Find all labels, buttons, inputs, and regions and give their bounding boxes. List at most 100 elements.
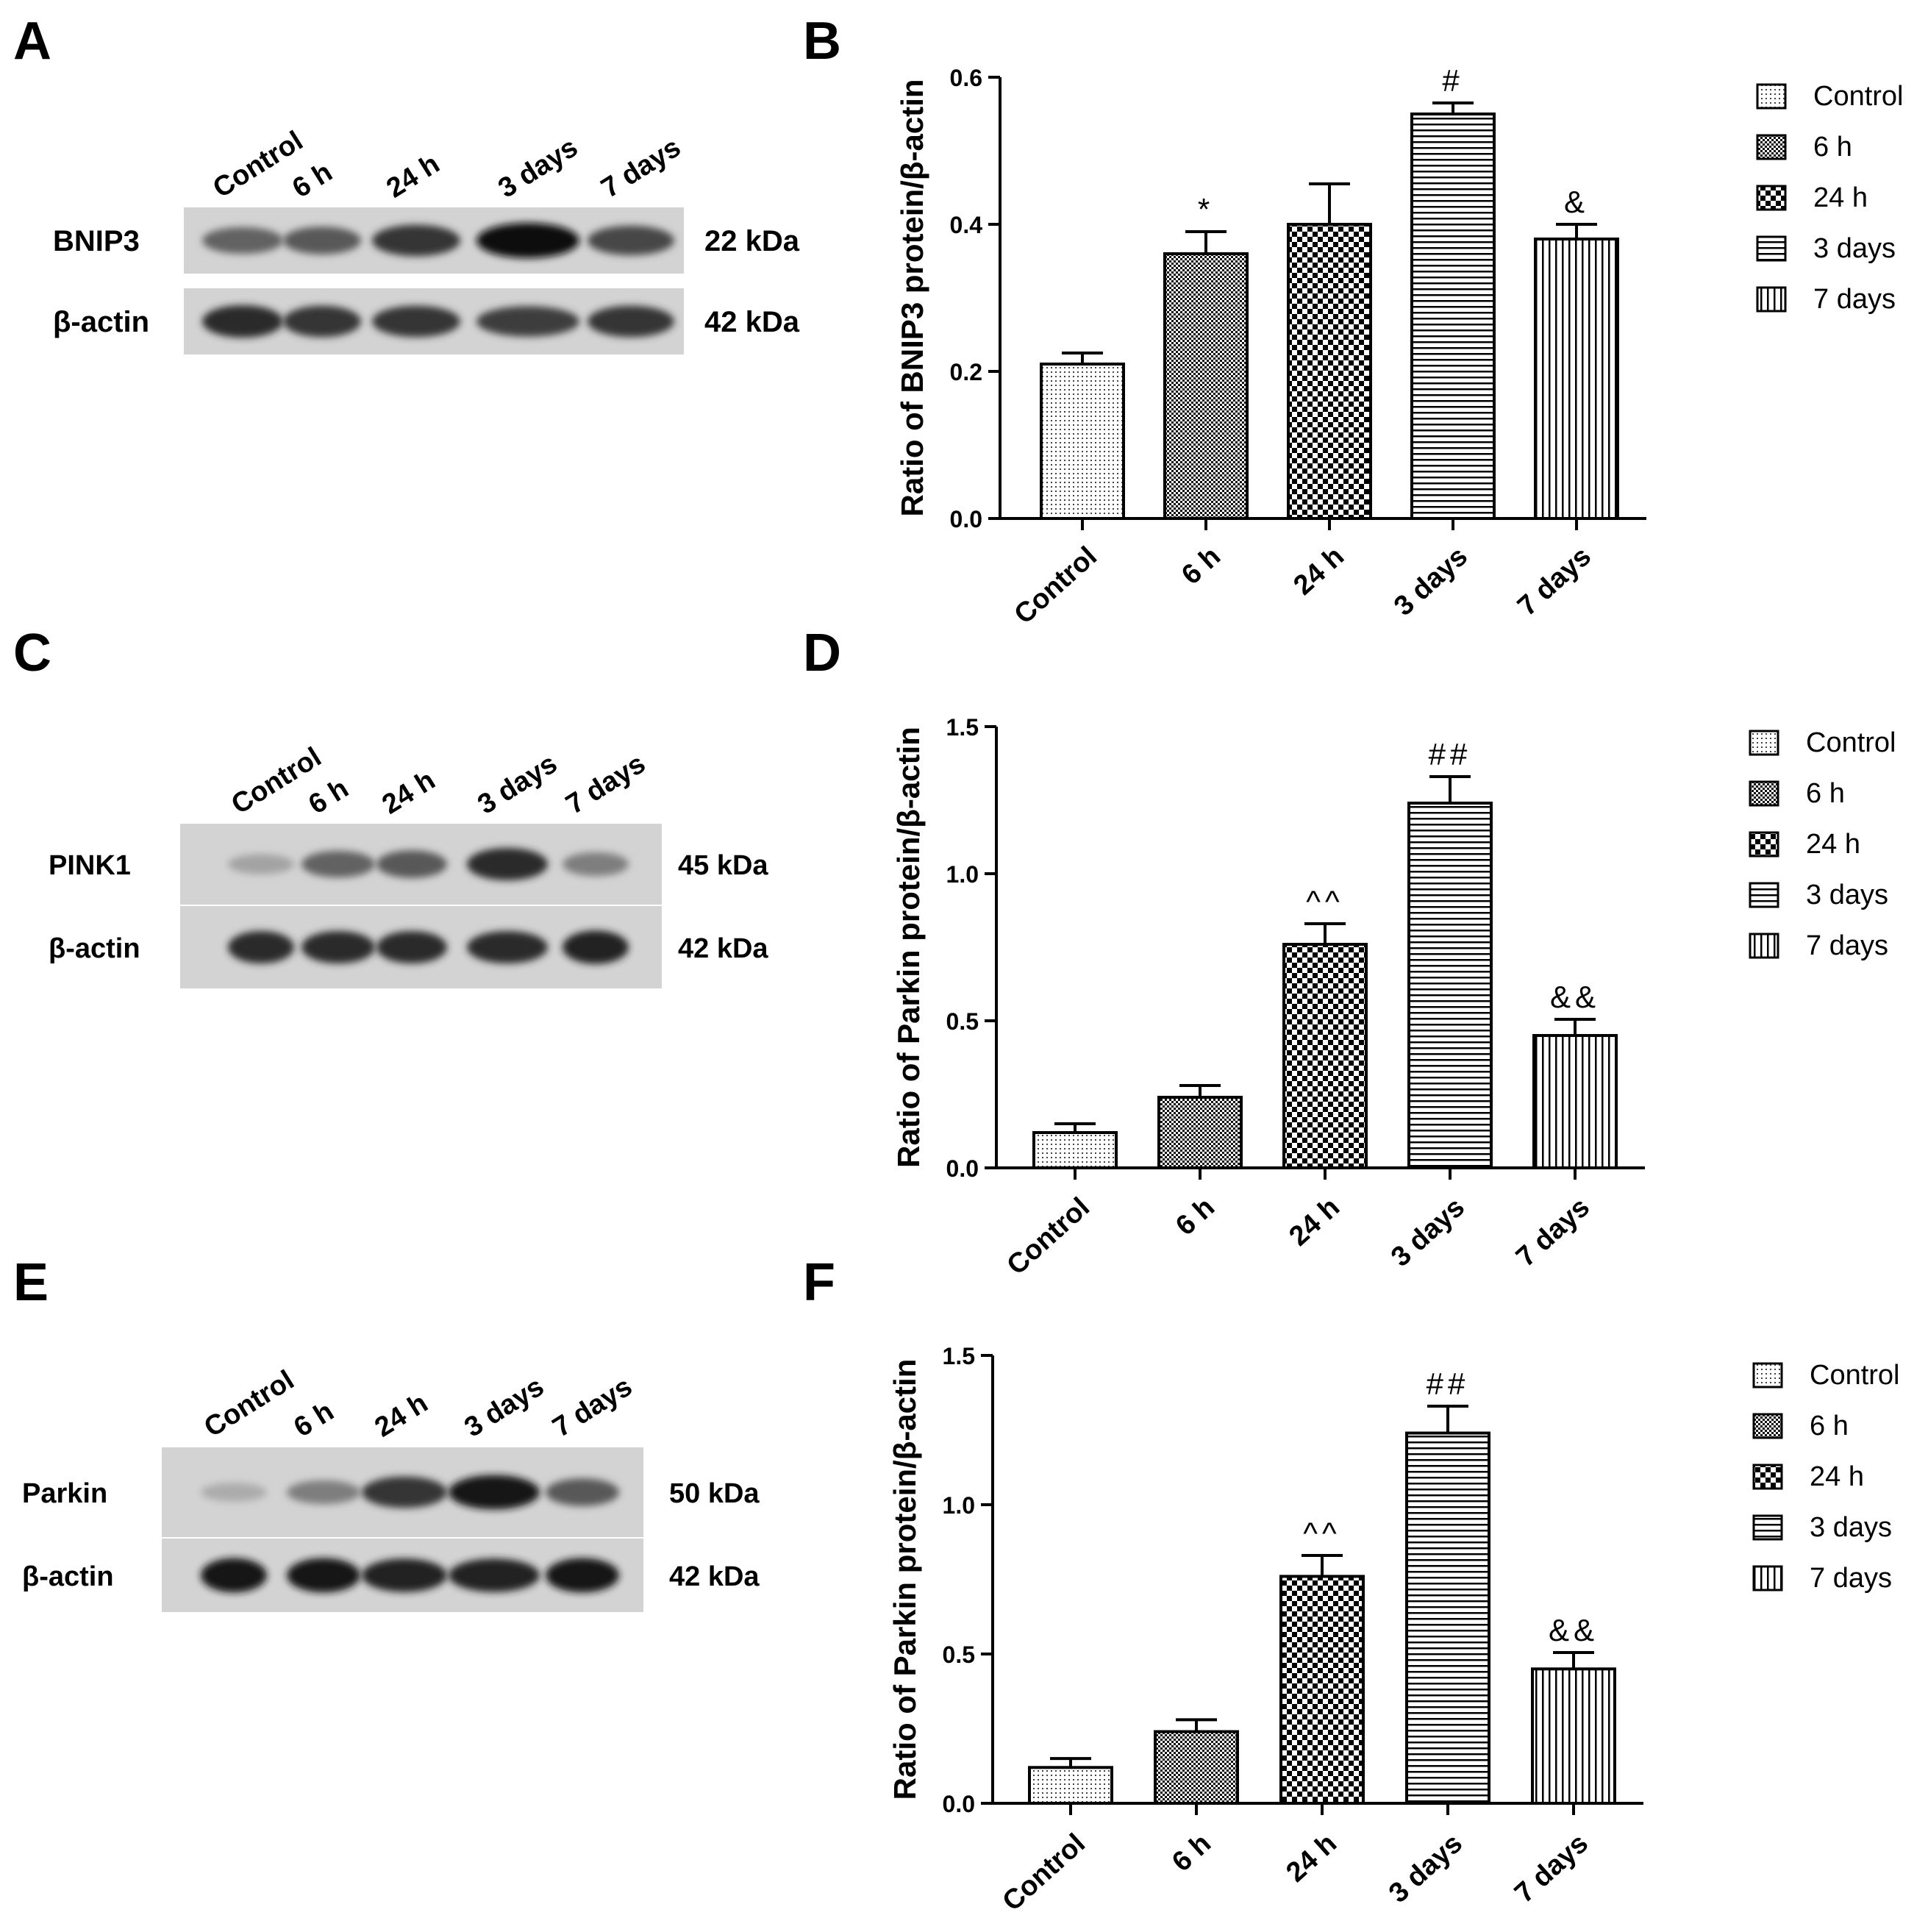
legend-label: 24 h <box>1806 829 1860 860</box>
y-tick-label: 0.0 <box>943 1791 975 1817</box>
blot-lane-label: 7 days <box>561 748 651 820</box>
bar <box>1287 223 1372 520</box>
blot-row-label: PINK1 <box>49 850 131 881</box>
blot-band <box>376 850 447 878</box>
significance-mark: ## <box>1429 737 1472 771</box>
blot-lane-label: 6 h <box>288 157 338 204</box>
significance-mark: ^^ <box>1303 1516 1340 1550</box>
legend-label: 24 h <box>1810 1461 1864 1492</box>
x-tick-label: Control <box>1009 541 1103 630</box>
bar <box>1154 1730 1239 1806</box>
significance-mark: ## <box>1427 1366 1470 1401</box>
blot-band <box>588 225 674 256</box>
legend-swatch <box>1756 286 1787 313</box>
legend-swatch <box>1749 730 1779 756</box>
y-axis-label: Ratio of Parkin protein/β-actin <box>891 727 926 1168</box>
blot-row-label: β-actin <box>53 306 149 338</box>
y-tick-label: 0.6 <box>950 65 982 91</box>
blot-lane-label: 24 h <box>370 1388 434 1444</box>
blot-band <box>546 1558 619 1593</box>
legend-label: 24 h <box>1813 182 1868 213</box>
blot-band <box>476 306 579 337</box>
blot-row-label: BNIP3 <box>53 225 140 257</box>
legend-label: 7 days <box>1810 1563 1892 1594</box>
legend-label: 7 days <box>1813 284 1896 315</box>
x-tick-label: 7 days <box>1510 1191 1596 1272</box>
blot-band <box>476 223 579 258</box>
bar <box>1532 1034 1618 1169</box>
x-tick-label: Control <box>1002 1191 1096 1281</box>
bar <box>1282 943 1368 1169</box>
legend-swatch <box>1749 831 1779 858</box>
x-tick-label: Control <box>997 1828 1091 1917</box>
blot-lane-label: 7 days <box>548 1371 638 1443</box>
blot-band <box>228 854 294 874</box>
bar <box>1040 363 1125 520</box>
blot-band <box>467 847 548 881</box>
blot-band <box>449 1558 540 1592</box>
legend-label: 3 days <box>1810 1512 1892 1543</box>
panel-letter-b: B <box>803 12 841 71</box>
x-tick-label: 3 days <box>1385 1191 1471 1272</box>
blot-band <box>201 1558 267 1593</box>
panel-letter-f: F <box>803 1253 835 1312</box>
y-tick-label: 1.5 <box>943 1343 975 1369</box>
bar <box>1407 802 1493 1169</box>
significance-mark: # <box>1442 63 1463 98</box>
significance-mark: && <box>1550 980 1600 1014</box>
significance-mark: && <box>1549 1613 1599 1647</box>
y-tick-label: 0.0 <box>946 1155 979 1182</box>
legend-swatch <box>1756 83 1787 110</box>
blot-lane-label: 3 days <box>460 1371 550 1443</box>
blot-row-label: β-actin <box>49 933 140 964</box>
blot-lane-label: Control <box>199 1364 300 1443</box>
bar <box>1028 1766 1113 1806</box>
x-tick-label: 6 h <box>1166 1828 1217 1878</box>
y-tick-label: 0.0 <box>950 506 982 532</box>
legend-label: 6 h <box>1806 778 1845 809</box>
x-tick-label: 6 h <box>1176 541 1227 591</box>
y-tick-label: 0.4 <box>950 212 983 238</box>
blot-band <box>449 1475 540 1510</box>
legend-label: 6 h <box>1813 132 1852 163</box>
bar <box>1531 1667 1616 1806</box>
x-tick-label: 3 days <box>1383 1828 1468 1908</box>
bar-chart-f: 0.0 0.5 1.0 1.5 Ratio of Parkin protein/β-ac… <box>888 1343 1900 1917</box>
bar <box>1279 1575 1365 1805</box>
legend-swatch <box>1749 882 1779 908</box>
legend-swatch <box>1752 1565 1783 1591</box>
blot-band <box>283 305 361 338</box>
blot-band <box>362 1558 447 1592</box>
blot-band <box>588 305 674 338</box>
legend-swatch <box>1756 134 1787 160</box>
legend-swatch <box>1752 1514 1783 1541</box>
blot-lane-label: 3 days <box>473 748 563 820</box>
blot-band <box>372 224 460 257</box>
blot-lane-label: Control <box>208 125 309 204</box>
blot-lane-label: 3 days <box>493 132 584 204</box>
x-tick-label: 6 h <box>1170 1191 1221 1241</box>
significance-mark: * <box>1198 192 1214 227</box>
blot-band <box>376 930 447 964</box>
bar-chart-b: 0.0 0.2 0.4 0.6 Ratio of BNIP3 protein/β-act… <box>895 63 1904 630</box>
blot-band <box>202 227 283 254</box>
panel-letter-e: E <box>13 1253 49 1312</box>
legend-swatch <box>1749 780 1779 807</box>
blot-lane-label: 6 h <box>304 773 354 821</box>
significance-mark: & <box>1564 185 1589 219</box>
blot-band <box>287 1480 360 1505</box>
panel-letter-c: C <box>13 624 51 682</box>
panel-letter-a: A <box>13 12 51 71</box>
blot-lane-label: 7 days <box>596 132 687 204</box>
legend-swatch <box>1756 235 1787 262</box>
y-tick-label: 1.0 <box>943 1492 975 1519</box>
y-axis-label: Ratio of BNIP3 protein/β-actin <box>895 79 929 517</box>
x-tick-label: 24 h <box>1280 1828 1343 1888</box>
blot-band <box>301 930 375 964</box>
blot-kda-label: 42 kDa <box>704 306 800 338</box>
bar <box>1405 1431 1490 1806</box>
